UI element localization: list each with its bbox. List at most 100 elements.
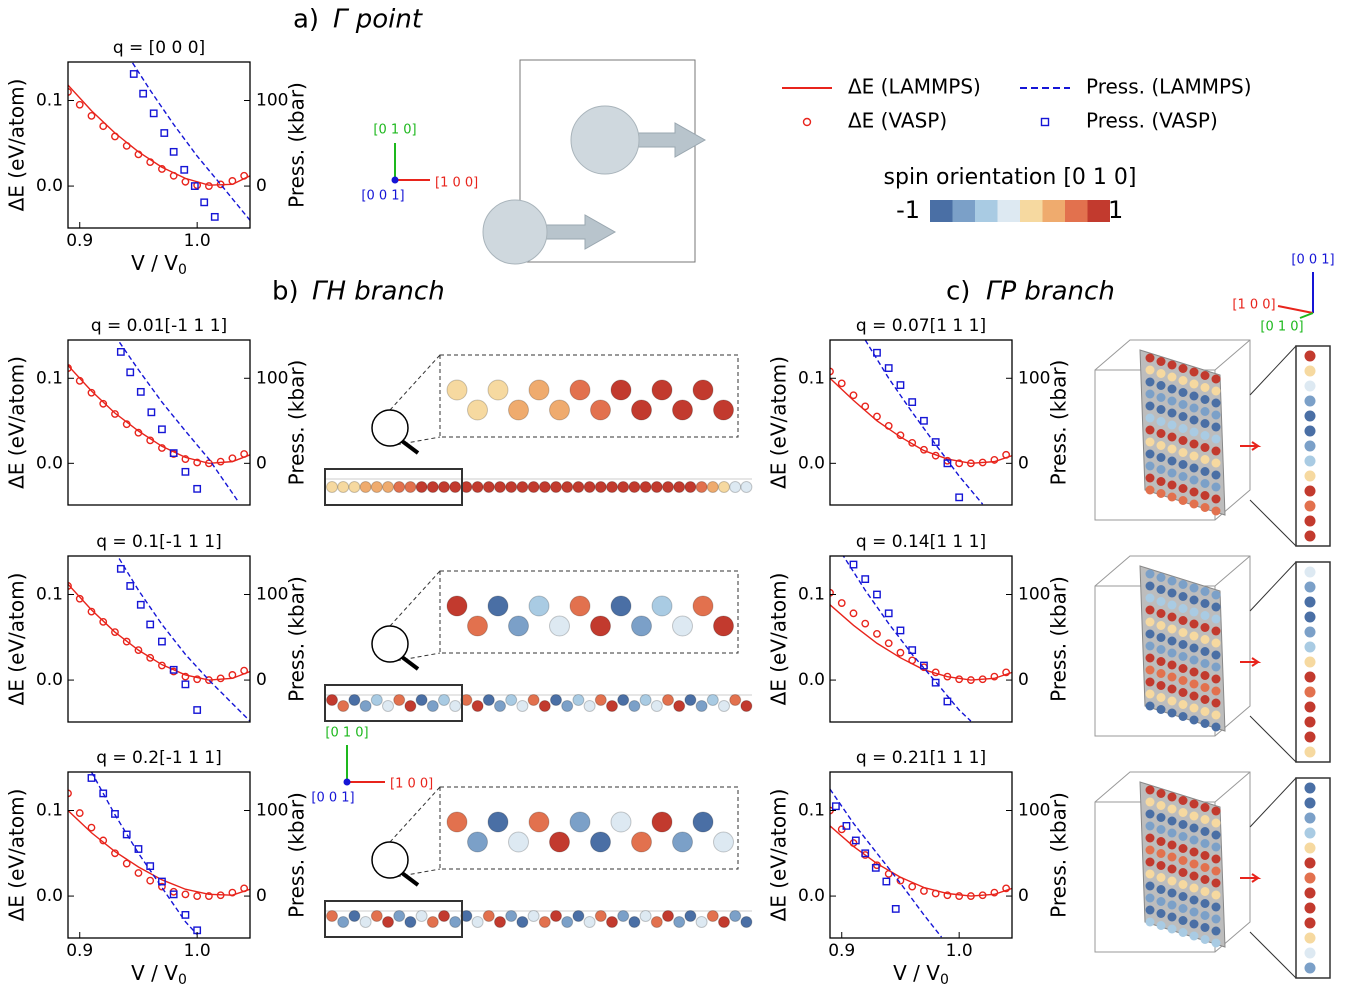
data-point — [116, 348, 125, 356]
data-point — [122, 420, 131, 429]
atom — [1178, 496, 1188, 505]
atom — [1189, 655, 1199, 665]
atom — [1200, 827, 1210, 836]
data-point — [830, 367, 834, 376]
data-point — [146, 436, 155, 445]
atom — [628, 700, 641, 712]
atom — [1304, 686, 1316, 698]
data-point — [240, 884, 249, 893]
data-point — [111, 810, 119, 818]
atom-zoom — [590, 831, 611, 853]
atom — [1156, 681, 1166, 690]
atom — [460, 910, 473, 922]
atom — [1304, 455, 1316, 467]
data-point — [136, 387, 145, 396]
atom — [1211, 806, 1221, 816]
atom — [1189, 619, 1199, 629]
x-axis-label-sub: 0 — [178, 972, 187, 988]
atom — [426, 916, 439, 928]
data-point — [943, 891, 952, 900]
atom — [1156, 357, 1166, 366]
atom — [1211, 506, 1221, 516]
atom — [1200, 803, 1210, 812]
atom — [673, 481, 686, 493]
data-point — [896, 876, 905, 885]
atom — [426, 481, 439, 493]
data-point — [134, 646, 143, 655]
y2-tick-label: 100 — [1018, 585, 1050, 605]
atom — [404, 481, 417, 493]
atom — [1200, 491, 1210, 500]
axes-frame — [829, 771, 1013, 939]
atom — [1304, 671, 1316, 683]
triad-c: [0 0 1] [1 0 0] [0 1 0] — [1232, 253, 1334, 335]
zoom-guide — [1249, 777, 1297, 828]
data-line — [830, 788, 943, 938]
atom — [1200, 671, 1210, 680]
data-point — [240, 450, 249, 458]
data-point — [967, 459, 975, 468]
atom — [1189, 487, 1199, 497]
atom — [1167, 480, 1177, 490]
zoom-source — [324, 684, 463, 722]
data-point — [181, 455, 190, 463]
atom — [1211, 374, 1221, 384]
atom — [1156, 921, 1166, 930]
atom — [1178, 628, 1188, 637]
y-tick-label: 0.1 — [36, 585, 63, 605]
x-axis-label-sub: 0 — [178, 262, 187, 278]
atom-zoom — [631, 831, 652, 853]
data-line — [830, 825, 1012, 897]
atom — [1304, 917, 1316, 929]
data-point — [955, 675, 964, 684]
data-point — [75, 376, 84, 385]
data-point — [990, 888, 999, 897]
legend-label: ΔE (VASP) — [848, 109, 947, 133]
atom — [1189, 715, 1199, 725]
atom — [1304, 746, 1316, 758]
atom — [1189, 847, 1199, 857]
plot-area — [830, 340, 1012, 505]
atom — [1145, 857, 1155, 867]
atom — [1304, 530, 1316, 542]
propagation-arrow — [1240, 657, 1262, 667]
atom — [1178, 904, 1188, 913]
atom — [1178, 484, 1188, 493]
data-point — [990, 672, 999, 681]
atom — [1200, 479, 1210, 488]
atom — [438, 910, 450, 922]
atom — [1189, 403, 1199, 413]
atom — [1304, 425, 1316, 437]
atom — [1156, 861, 1166, 870]
atom — [1167, 864, 1177, 874]
data-point — [896, 648, 905, 657]
atom — [1178, 436, 1188, 445]
atom — [348, 481, 361, 493]
atom — [482, 481, 495, 493]
y-tick-label: 0.1 — [36, 368, 63, 388]
data-point — [873, 629, 881, 638]
atom — [1189, 427, 1199, 437]
chart-title: q = 0.21[1 1 1] — [856, 748, 986, 768]
atom — [1167, 924, 1177, 934]
legend-label: Press. (VASP) — [1086, 109, 1218, 133]
y-tick-label: 0.1 — [798, 585, 825, 605]
y-axis-label: ΔE (eV/atom) — [767, 789, 791, 922]
data-point — [134, 869, 143, 877]
atom — [650, 916, 663, 928]
atom — [1156, 417, 1166, 426]
atom — [729, 910, 742, 922]
atom — [326, 910, 338, 922]
atom — [1189, 799, 1199, 809]
atom-zoom — [610, 595, 632, 617]
data-point — [830, 588, 834, 597]
atom — [1200, 923, 1210, 932]
data-point — [228, 454, 237, 463]
atom — [1211, 434, 1221, 444]
legend-label: Press. (LAMMPS) — [1086, 75, 1252, 99]
atom-zoom — [569, 811, 591, 833]
atom — [1200, 383, 1210, 392]
colorbar-cell — [1065, 200, 1088, 222]
atom — [1156, 693, 1166, 702]
atom — [1211, 386, 1221, 396]
